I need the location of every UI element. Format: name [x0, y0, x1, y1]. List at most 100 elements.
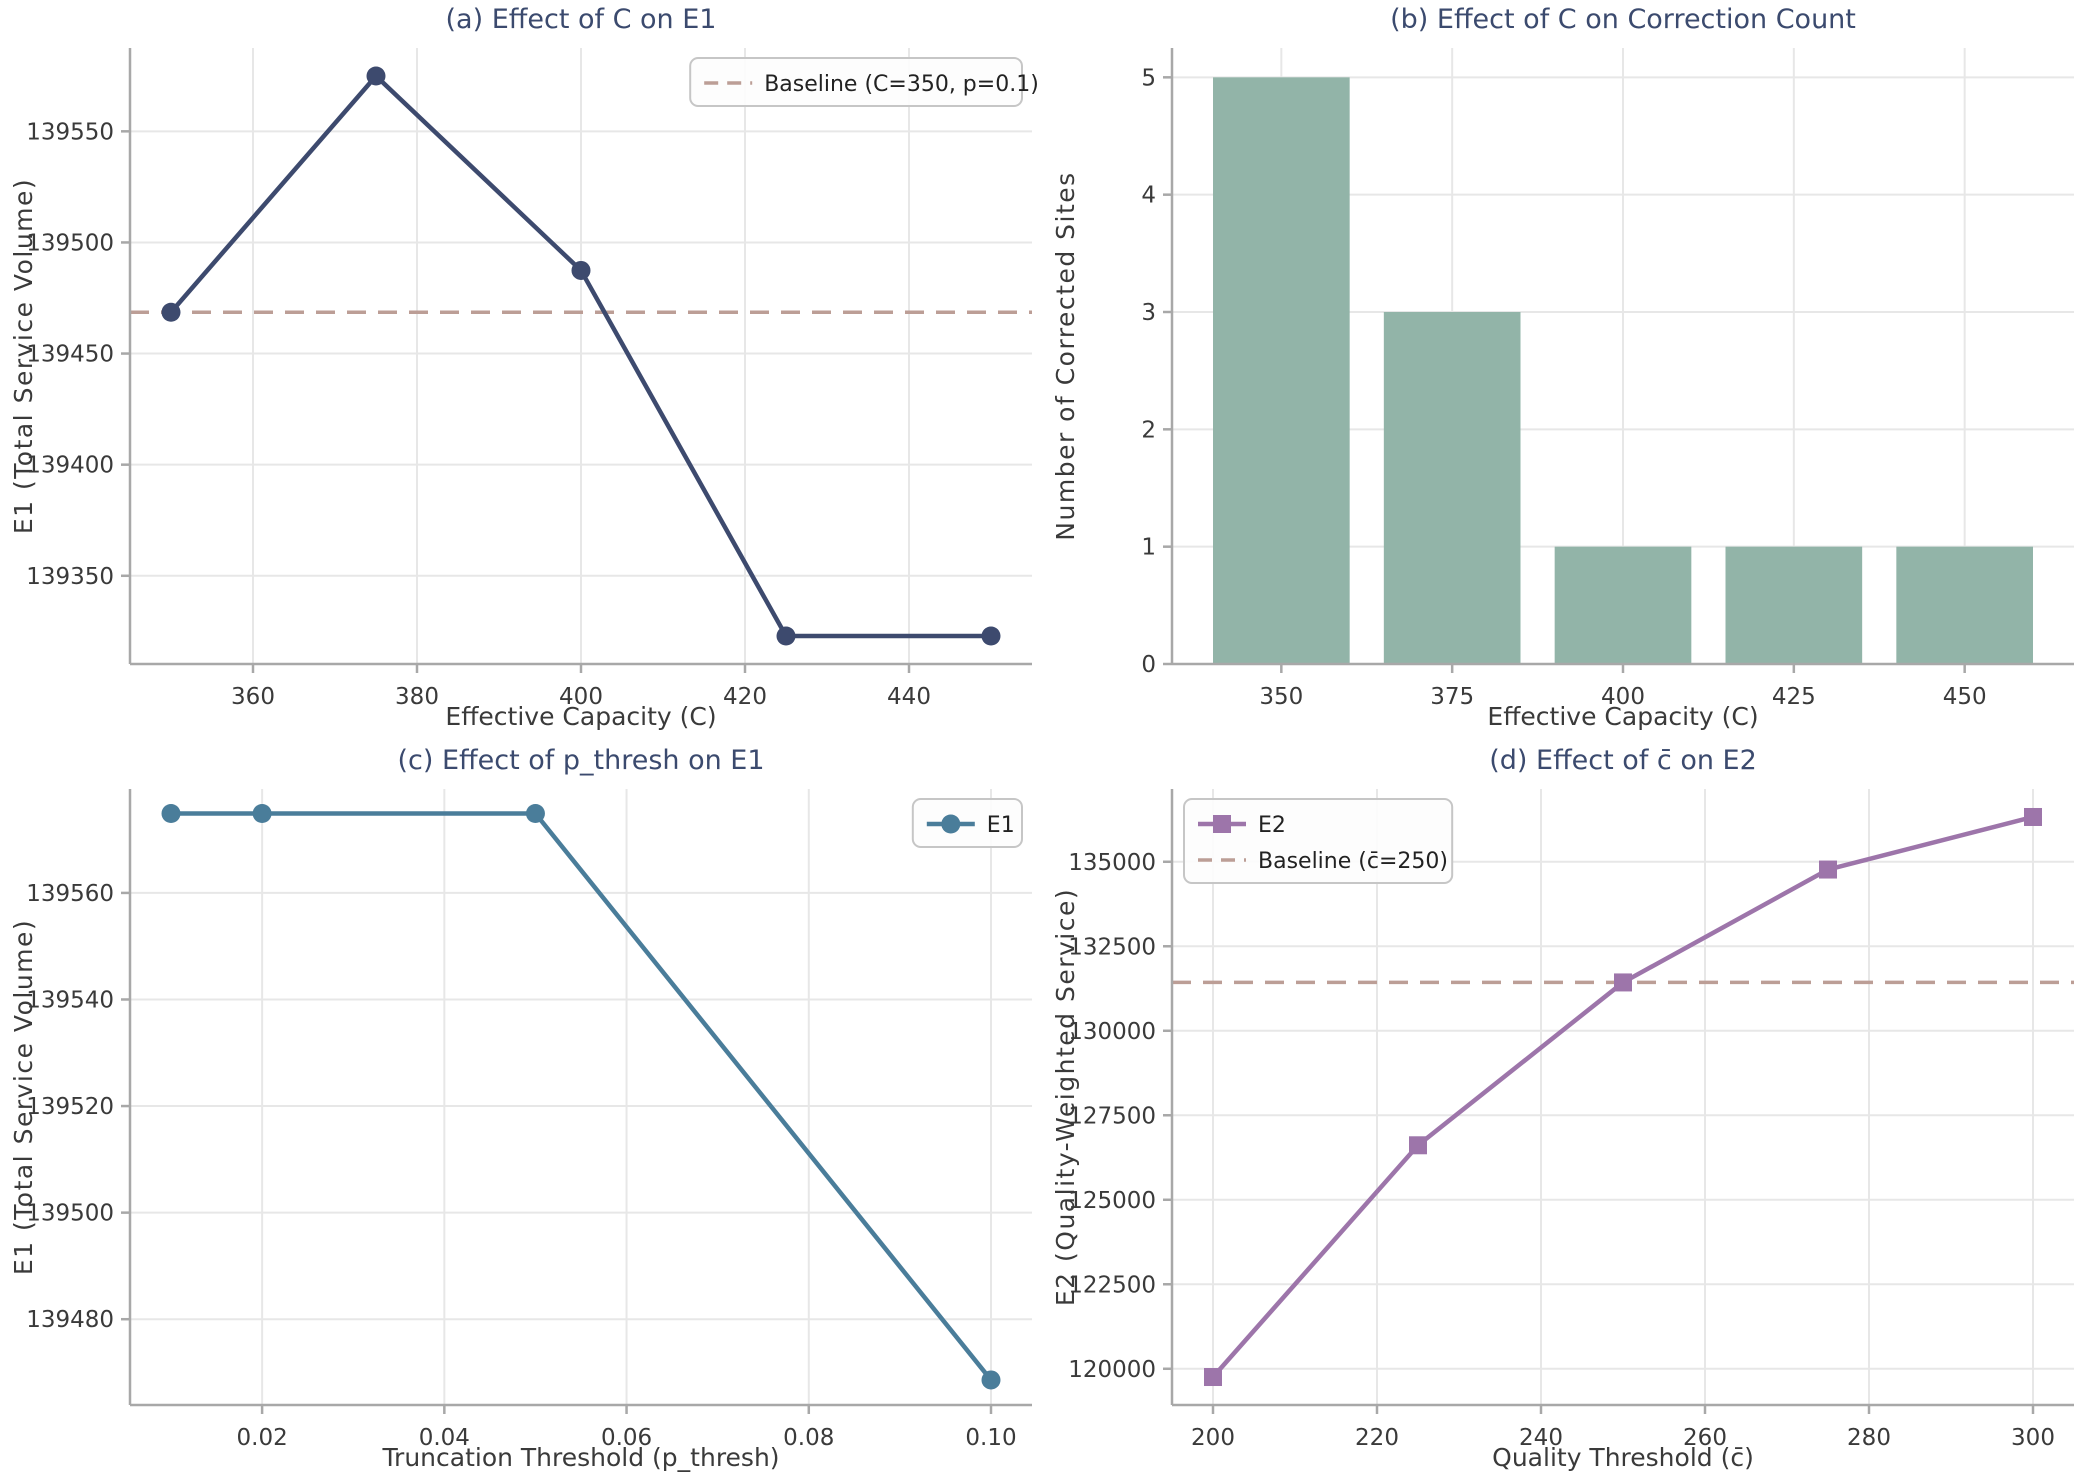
legend: E2 Baseline (c̄=250)	[1183, 798, 1454, 884]
gridlines	[130, 789, 1032, 1405]
bar-C-400	[1554, 546, 1692, 664]
svg-text:135000: 135000	[1068, 850, 1156, 876]
x-axis-label: Quality Threshold (c̄)	[1492, 1443, 1754, 1472]
svg-text:139450: 139450	[26, 342, 114, 368]
gridlines	[130, 48, 1032, 664]
subplot-d-effect-of-cbar-on-E2: 200 220 240 260 280 300 120000 122500 125000 1275…	[1042, 741, 2085, 1482]
svg-text:5: 5	[1141, 65, 1156, 91]
svg-text:139480: 139480	[26, 1307, 114, 1333]
chart-title: (c) Effect of p_thresh on E1	[397, 745, 764, 776]
svg-text:0.04: 0.04	[419, 1425, 470, 1451]
legend: Baseline (C=350, p=0.1)	[689, 57, 1039, 107]
data-point	[1614, 973, 1632, 992]
svg-text:139400: 139400	[26, 453, 114, 479]
series-E2	[1204, 807, 2042, 1387]
data-point	[776, 626, 796, 646]
svg-text:0.08: 0.08	[783, 1425, 834, 1451]
data-point	[161, 804, 181, 824]
subplot-a-effect-of-C-on-E1: 360 380 400 420 440 139350 139400 139450 139500 1…	[0, 0, 1042, 741]
legend-entry-label: E2	[1258, 813, 1286, 838]
svg-text:400: 400	[1601, 684, 1645, 710]
svg-text:0: 0	[1141, 652, 1156, 678]
svg-text:127500: 127500	[1068, 1103, 1156, 1129]
svg-text:139500: 139500	[26, 1201, 114, 1227]
svg-text:139550: 139550	[26, 119, 114, 145]
svg-text:2: 2	[1141, 417, 1156, 443]
tick-labels: 200 220 240 260 280 300 120000 122500 125000 1275…	[1068, 850, 2055, 1451]
svg-text:420: 420	[723, 684, 767, 710]
tick-labels: 0.02 0.04 0.06 0.08 0.10 139480 139500 139520 13…	[26, 881, 1016, 1451]
y-axis-label: Number of Corrected Sites	[1051, 171, 1080, 540]
chart-d-line-plot: 200 220 240 260 280 300 120000 122500 125000 1275…	[1051, 745, 2074, 1472]
svg-text:400: 400	[559, 684, 603, 710]
svg-text:139520: 139520	[26, 1094, 114, 1120]
svg-text:450: 450	[1943, 684, 1987, 710]
subplot-c-effect-of-p-thresh-on-E1: 0.02 0.04 0.06 0.08 0.10 139480 139500 139520 13…	[0, 741, 1042, 1482]
data-point	[981, 1370, 1001, 1390]
y-axis-label: E2 (Quality-Weighted Service)	[1051, 888, 1080, 1306]
svg-text:139560: 139560	[26, 881, 114, 907]
chart-title: (d) Effect of c̄ on E2	[1489, 745, 1757, 776]
bar-series	[1213, 77, 2033, 665]
chart-title: (b) Effect of C on Correction Count	[1390, 4, 1856, 35]
axes-spines	[128, 789, 1032, 1407]
svg-text:122500: 122500	[1068, 1272, 1156, 1298]
gridlines	[1172, 789, 2074, 1405]
tick-labels: 350 375 400 425 450 0 1 2 3 4 5	[1141, 65, 1986, 710]
data-point	[1819, 860, 1837, 879]
legend: E1	[911, 798, 1023, 848]
svg-text:139350: 139350	[26, 564, 114, 590]
tick-labels: 360 380 400 420 440 139350 139400 139450 139500 1…	[26, 119, 931, 710]
svg-text:139540: 139540	[26, 987, 114, 1013]
chart-c-line-plot: 0.02 0.04 0.06 0.08 0.10 139480 139500 139520 13…	[9, 745, 1032, 1472]
chart-b-bar-plot: 350 375 400 425 450 0 1 2 3 4 5 Effective Capacity …	[1051, 4, 2074, 731]
data-point	[571, 260, 591, 280]
svg-text:120000: 120000	[1068, 1357, 1156, 1383]
data-point	[1204, 1368, 1222, 1387]
y-axis-label: E1 (Total Service Volume)	[9, 178, 38, 534]
series-E1	[161, 804, 1001, 1390]
svg-text:350: 350	[1259, 684, 1303, 710]
svg-text:0.10: 0.10	[965, 1425, 1016, 1451]
x-axis-label: Effective Capacity (C)	[1487, 702, 1758, 731]
svg-text:0.02: 0.02	[237, 1425, 288, 1451]
svg-text:440: 440	[887, 684, 931, 710]
svg-text:380: 380	[395, 684, 439, 710]
bar-C-350	[1213, 77, 1350, 665]
data-point	[525, 804, 545, 824]
svg-text:300: 300	[2011, 1425, 2055, 1451]
data-point	[981, 626, 1001, 646]
bar-C-375	[1383, 312, 1521, 664]
data-point	[161, 302, 181, 322]
svg-text:360: 360	[231, 684, 275, 710]
svg-text:260: 260	[1683, 1425, 1727, 1451]
svg-text:240: 240	[1519, 1425, 1563, 1451]
svg-text:130000: 130000	[1068, 1019, 1156, 1045]
svg-text:280: 280	[1847, 1425, 1891, 1451]
legend-entry-label: Baseline (C=350, p=0.1)	[764, 72, 1039, 97]
chart-title: (a) Effect of C on E1	[446, 4, 717, 35]
svg-text:375: 375	[1430, 684, 1474, 710]
bar-C-450	[1896, 546, 2033, 664]
x-axis-label: Truncation Threshold (p_thresh)	[381, 1443, 779, 1472]
data-point	[366, 66, 386, 86]
legend-entry-label: Baseline (c̄=250)	[1258, 849, 1448, 874]
y-axis-label: E1 (Total Service Volume)	[9, 919, 38, 1275]
data-point	[252, 804, 272, 824]
subplot-b-effect-of-C-on-correction-count: 350 375 400 425 450 0 1 2 3 4 5 Effective Capacity …	[1042, 0, 2085, 741]
svg-text:125000: 125000	[1068, 1188, 1156, 1214]
svg-text:200: 200	[1191, 1425, 1235, 1451]
data-point	[1409, 1136, 1427, 1155]
x-axis-label: Effective Capacity (C)	[445, 702, 716, 731]
axes-spines	[1170, 789, 2074, 1407]
svg-text:132500: 132500	[1068, 934, 1156, 960]
bar-C-425	[1725, 546, 1863, 664]
legend-entry-label: E1	[987, 813, 1015, 838]
svg-text:4: 4	[1141, 183, 1156, 209]
series-E1	[161, 66, 1001, 646]
data-point	[2024, 807, 2042, 826]
svg-text:3: 3	[1141, 300, 1156, 326]
svg-text:425: 425	[1772, 684, 1816, 710]
chart-a-line-plot: 360 380 400 420 440 139350 139400 139450 139500 1…	[9, 4, 1039, 731]
